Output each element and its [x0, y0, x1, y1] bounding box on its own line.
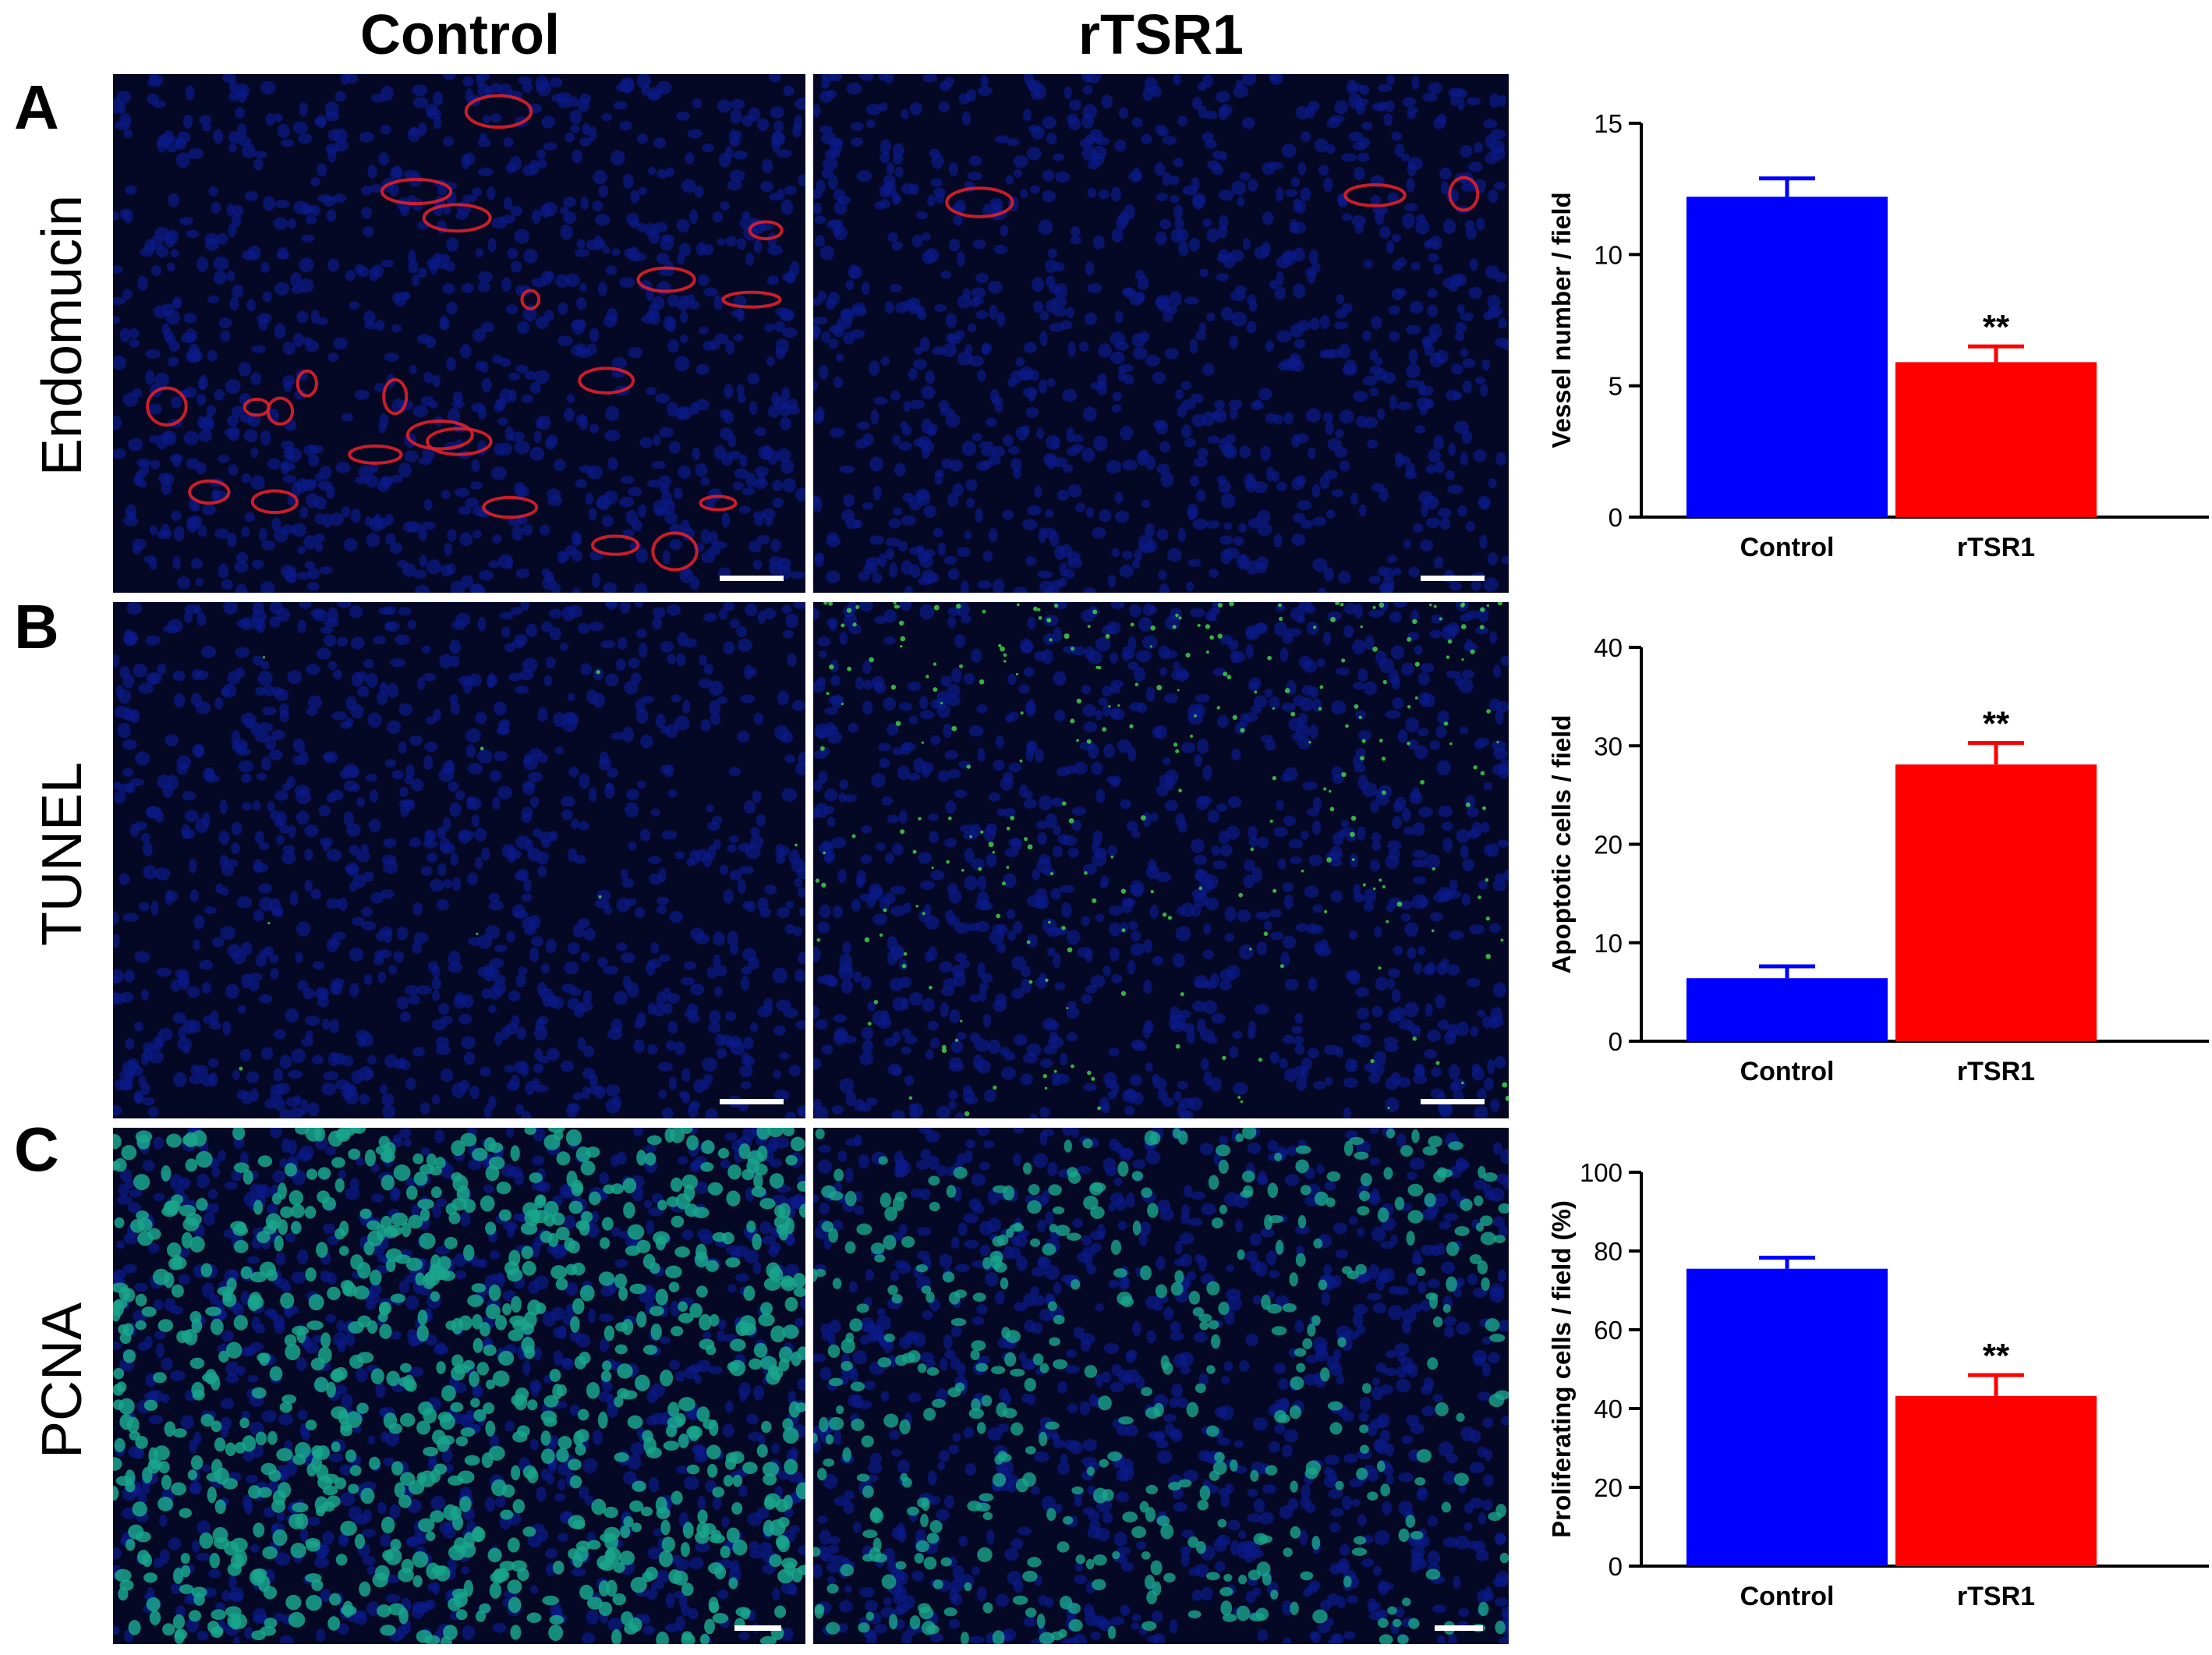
micrograph-image: [813, 1128, 1509, 1644]
micrograph-endomucin-rtsr1: [813, 74, 1509, 593]
y-tick-label: 80: [1594, 1237, 1623, 1266]
panel-letter-a: A: [14, 73, 59, 142]
micrograph-image: [113, 1128, 805, 1644]
scale-bar: [1435, 1625, 1483, 1631]
scale-bar: [720, 1099, 784, 1104]
y-tick-label: 15: [1594, 109, 1623, 138]
chart-apoptotic-cells: Apoptotic cells / field 0 10 20 30 40 Control *…: [1547, 633, 2209, 1086]
chart-vessel-number: Vessel number / field 0 5 10 15 Control ** rTSR…: [1547, 109, 2209, 562]
y-tick-label: 40: [1594, 633, 1623, 662]
row-label-tunel: TUNEL: [31, 761, 94, 947]
y-axis-label: Vessel number / field: [1547, 192, 1576, 448]
x-tick-label: Control: [1740, 1582, 1835, 1611]
chart-proliferating-cells: Proliferating cells / field (%) 0 20 40 60 80…: [1547, 1158, 2209, 1611]
y-tick-label: 60: [1594, 1316, 1623, 1345]
y-tick-label: 0: [1609, 503, 1623, 532]
significance-label: **: [1983, 704, 2010, 742]
y-tick-label: 20: [1594, 831, 1623, 859]
row-label-endomucin: Endomucin: [31, 194, 94, 477]
y-tick-label: 10: [1594, 240, 1623, 269]
scale-bar: [1421, 576, 1485, 581]
bar: [1895, 1395, 2097, 1566]
y-tick-label: 0: [1609, 1027, 1623, 1056]
micrograph-pcna-rtsr1: [813, 1128, 1509, 1644]
micrograph-tunel-control: [113, 602, 805, 1118]
x-tick-label: rTSR1: [1957, 1057, 2035, 1086]
micrograph-image: [813, 74, 1509, 593]
row-label-pcna: PCNA: [31, 1302, 94, 1459]
y-tick-label: 40: [1594, 1395, 1623, 1423]
micrograph-pcna-control: [113, 1128, 805, 1644]
y-tick-label: 0: [1609, 1552, 1623, 1581]
bar: [1895, 764, 2097, 1041]
scale-bar: [720, 576, 784, 581]
y-tick-label: 10: [1594, 929, 1623, 958]
micrograph-tunel-rtsr1: [813, 602, 1509, 1118]
micrograph-image: [813, 602, 1509, 1118]
y-tick-label: 100: [1580, 1158, 1623, 1187]
micrograph-endomucin-control: [113, 74, 805, 593]
bar: [1686, 197, 1888, 517]
x-tick-label: Control: [1740, 533, 1835, 562]
y-axis-label: Proliferating cells / field (%): [1547, 1200, 1576, 1538]
bar: [1686, 978, 1888, 1041]
bar: [1895, 362, 2097, 517]
bar: [1686, 1268, 1888, 1566]
x-tick-label: Control: [1740, 1057, 1835, 1086]
column-header-rtsr1: rTSR1: [1078, 4, 1244, 66]
x-tick-label: rTSR1: [1957, 1582, 2035, 1611]
micrograph-image: [113, 74, 805, 593]
scale-bar: [1421, 1099, 1485, 1104]
significance-label: **: [1983, 1337, 2010, 1375]
y-tick-label: 20: [1594, 1473, 1623, 1502]
significance-label: **: [1983, 308, 2010, 346]
column-header-control: Control: [360, 4, 560, 66]
micrograph-image: [113, 602, 805, 1118]
scale-bar: [734, 1625, 781, 1631]
panel-letter-c: C: [14, 1115, 59, 1184]
panel-letter-b: B: [14, 592, 59, 661]
y-tick-label: 5: [1609, 372, 1623, 401]
x-tick-label: rTSR1: [1957, 533, 2035, 562]
y-axis-label: Apoptotic cells / field: [1547, 715, 1576, 974]
y-tick-label: 30: [1594, 732, 1623, 760]
